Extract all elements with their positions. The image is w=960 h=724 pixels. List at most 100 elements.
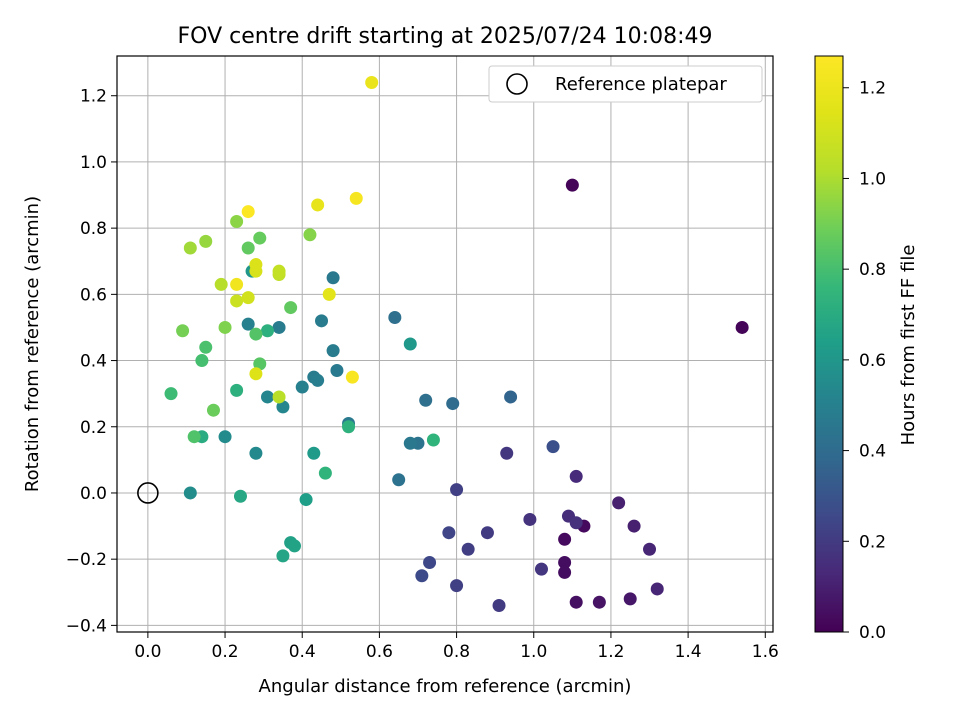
x-tick-label: 0.4 (289, 642, 316, 662)
chart-title: FOV centre drift starting at 2025/07/24 … (178, 24, 713, 49)
data-point (199, 340, 213, 354)
data-point (480, 526, 494, 540)
colorbar-tick-label: 0.6 (859, 351, 886, 371)
data-point (260, 390, 274, 404)
data-point (272, 264, 286, 278)
data-point (199, 234, 213, 248)
data-point (326, 271, 340, 285)
legend-label: Reference platepar (555, 74, 727, 95)
data-point (276, 400, 290, 414)
data-point (303, 228, 317, 242)
data-point (299, 493, 313, 507)
data-point (500, 446, 514, 460)
data-point (558, 555, 572, 569)
data-point (349, 191, 363, 205)
data-point (330, 363, 344, 377)
x-tick-label: 1.4 (675, 642, 702, 662)
data-point (546, 440, 560, 454)
data-point (492, 599, 506, 613)
data-point (534, 562, 548, 576)
colorbar-label: Hours from first FF file (898, 245, 919, 446)
data-point (272, 390, 286, 404)
data-point (315, 314, 329, 328)
data-point (206, 403, 220, 417)
y-tick-label: 1.0 (80, 153, 107, 173)
data-point (322, 287, 336, 301)
data-point (307, 446, 321, 460)
data-point (592, 595, 606, 609)
data-point (612, 496, 626, 510)
reference-marker (137, 482, 159, 504)
y-tick-label: 0.6 (80, 285, 107, 305)
data-point (253, 357, 267, 371)
data-point (318, 466, 332, 480)
data-point (569, 469, 583, 483)
data-point (569, 595, 583, 609)
data-point (183, 241, 197, 255)
data-point (164, 387, 178, 401)
data-point (423, 555, 437, 569)
y-tick-label: −0.4 (66, 616, 107, 636)
data-point (241, 241, 255, 255)
data-point (176, 324, 190, 338)
colorbar-tick-label: 0.2 (859, 532, 886, 552)
data-point (218, 320, 232, 334)
data-point (230, 277, 244, 291)
data-point (249, 446, 263, 460)
legend-box (488, 65, 763, 103)
data-point (388, 311, 402, 325)
data-point (569, 516, 583, 530)
y-tick-label: 0.2 (80, 418, 107, 438)
plot-frame (116, 55, 774, 633)
x-tick-label: 0.8 (443, 642, 470, 662)
data-point (241, 317, 255, 331)
data-point (365, 75, 379, 89)
data-point (230, 294, 244, 308)
data-point (403, 337, 417, 351)
data-point (218, 430, 232, 444)
data-point (295, 380, 309, 394)
data-point (233, 489, 247, 503)
data-point (426, 433, 440, 447)
data-point (241, 291, 255, 305)
data-point (326, 344, 340, 358)
data-point (461, 542, 475, 556)
data-point (342, 420, 356, 434)
data-point (643, 542, 657, 556)
x-tick-label: 0.2 (212, 642, 239, 662)
y-axis-label: Rotation from reference (arcmin) (22, 196, 43, 492)
data-point (623, 592, 637, 606)
data-point (450, 579, 464, 593)
data-point (345, 370, 359, 384)
data-point (735, 320, 749, 334)
data-point (558, 532, 572, 546)
data-point (311, 198, 325, 212)
data-point (249, 327, 263, 341)
y-tick-label: 0.0 (80, 484, 107, 504)
x-axis-label: Angular distance from reference (arcmin) (259, 676, 632, 697)
data-points (164, 75, 749, 613)
legend-marker (506, 73, 528, 95)
y-tick-label: 0.4 (80, 352, 107, 372)
data-point (650, 582, 664, 596)
x-tick-label: 0.0 (134, 642, 161, 662)
data-point (558, 565, 572, 579)
data-point (195, 354, 209, 368)
y-tick-label: 0.8 (80, 219, 107, 239)
x-tick-label: 0.6 (366, 642, 393, 662)
data-point (288, 539, 302, 553)
data-point (627, 519, 641, 533)
y-tick-label: 1.2 (80, 87, 107, 107)
data-point (415, 569, 429, 583)
data-point (442, 526, 456, 540)
x-tick-label: 1.2 (597, 642, 624, 662)
data-point (260, 324, 274, 338)
grid-lines (117, 56, 773, 632)
data-point (214, 277, 228, 291)
data-point (446, 397, 460, 411)
colorbar-tick-label: 0.0 (859, 623, 886, 643)
data-point (392, 473, 406, 487)
data-point (523, 512, 537, 526)
